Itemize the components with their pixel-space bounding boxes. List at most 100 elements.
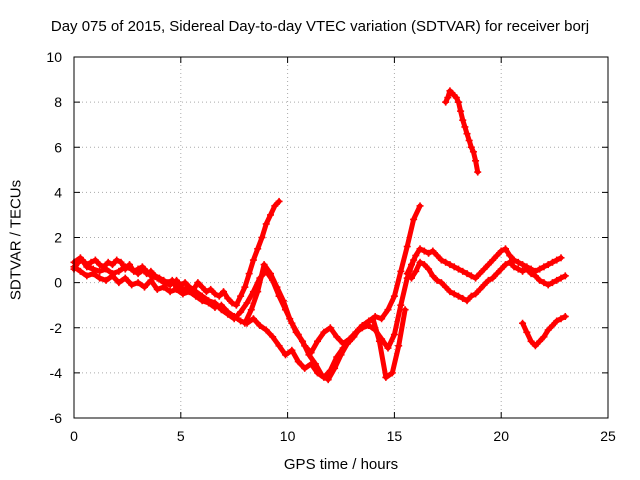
data-point	[557, 315, 565, 323]
data-point	[467, 292, 475, 300]
data-point	[531, 342, 539, 350]
data-point	[104, 258, 112, 266]
data-point	[275, 197, 283, 205]
data-point	[181, 279, 189, 287]
series-trace-c	[70, 254, 418, 357]
series-trace	[71, 203, 423, 380]
data-point	[217, 306, 225, 314]
data-point	[454, 292, 462, 300]
data-point	[115, 267, 123, 275]
data-point	[140, 283, 148, 291]
data-point	[459, 116, 467, 124]
data-point	[429, 247, 437, 255]
data-point	[83, 272, 91, 280]
data-point	[472, 290, 480, 298]
data-point	[412, 252, 420, 260]
data-point	[292, 328, 300, 336]
data-point	[497, 265, 505, 273]
data-point	[397, 267, 405, 275]
data-point	[425, 249, 433, 257]
data-point	[384, 306, 392, 314]
data-point	[331, 364, 339, 372]
data-point	[476, 270, 484, 278]
y-tick-label: -4	[50, 365, 63, 381]
data-point	[230, 315, 238, 323]
data-point	[429, 272, 437, 280]
data-point	[288, 346, 296, 354]
data-point	[433, 252, 441, 260]
data-point	[540, 333, 548, 341]
data-point	[463, 270, 471, 278]
y-axis-label: SDTVAR / TECUs	[7, 179, 25, 301]
data-point	[548, 258, 556, 266]
data-point	[76, 254, 84, 262]
data-point	[489, 274, 497, 282]
data-point	[96, 261, 104, 269]
data-point	[459, 294, 467, 302]
data-point	[299, 337, 307, 345]
data-point	[474, 168, 482, 176]
x-tick-label: 10	[280, 428, 296, 444]
y-tick-label: -2	[50, 320, 63, 336]
data-point	[523, 265, 531, 273]
data-point	[540, 263, 548, 271]
data-point	[271, 202, 279, 210]
data-point	[536, 276, 544, 284]
series-trace-b	[70, 202, 424, 381]
data-point	[220, 288, 228, 296]
data-point	[326, 324, 334, 332]
data-point	[548, 321, 556, 329]
data-point	[96, 274, 104, 282]
data-point	[465, 136, 473, 144]
data-point	[540, 279, 548, 287]
data-point	[262, 326, 270, 334]
data-point	[153, 285, 161, 293]
data-point	[480, 281, 488, 289]
data-point	[442, 283, 450, 291]
data-point	[237, 317, 245, 325]
data-point	[403, 243, 411, 251]
y-tick-label: 2	[54, 230, 62, 246]
data-point	[527, 337, 535, 345]
data-point	[527, 270, 535, 278]
data-points	[70, 87, 569, 384]
data-point	[382, 373, 390, 381]
series-trace-f	[407, 258, 569, 305]
data-point	[484, 276, 492, 284]
data-point	[452, 94, 460, 102]
x-tick-label: 5	[177, 428, 185, 444]
data-point	[557, 274, 565, 282]
data-point	[76, 267, 84, 275]
data-point	[166, 281, 174, 289]
data-point	[506, 258, 514, 266]
data-point	[333, 333, 341, 341]
series-trace-e	[403, 245, 565, 282]
data-point	[519, 267, 527, 275]
data-point	[121, 274, 129, 282]
data-point	[412, 267, 420, 275]
axis-ticks: 0 5 10 15 20 25 -6 -4 -2 0 2 4 6 8 10	[46, 49, 616, 444]
data-point	[254, 288, 262, 296]
data-point	[497, 247, 505, 255]
data-point	[437, 279, 445, 287]
data-point	[463, 297, 471, 305]
data-point	[420, 261, 428, 269]
data-point	[91, 256, 99, 264]
data-point	[544, 326, 552, 334]
data-point	[407, 274, 415, 282]
data-point	[275, 342, 283, 350]
data-point	[410, 215, 418, 223]
data-point	[108, 270, 116, 278]
data-point	[437, 256, 445, 264]
data-point	[198, 283, 206, 291]
x-axis-label: GPS time / hours	[283, 456, 399, 473]
data-point	[166, 288, 174, 296]
data-point	[108, 261, 116, 269]
data-point	[457, 107, 465, 115]
y-tick-label: 10	[46, 49, 62, 65]
data-point	[444, 94, 452, 102]
data-point	[523, 328, 531, 336]
data-point	[301, 364, 309, 372]
data-point	[147, 272, 155, 280]
data-point	[173, 276, 181, 284]
